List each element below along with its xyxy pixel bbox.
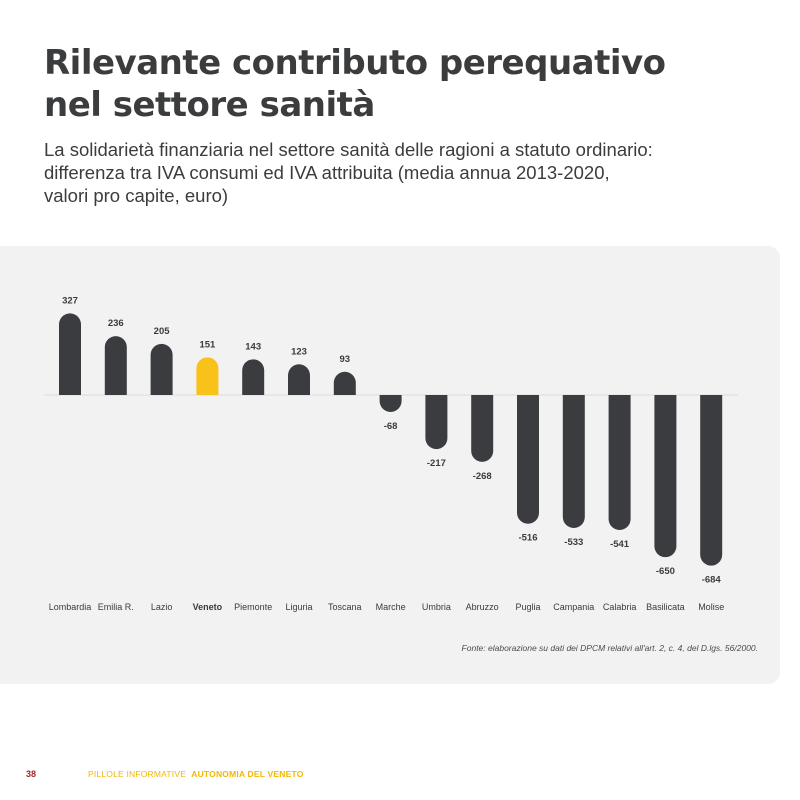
bar-lazio — [150, 343, 173, 395]
source-note: Fonte: elaborazione su dati dei DPCM rel… — [461, 643, 758, 653]
bar-toscana — [333, 371, 356, 395]
bar-umbria — [425, 395, 448, 450]
category-label: Lombardia — [49, 602, 92, 612]
bar-abruzzo — [471, 395, 494, 462]
value-label: -541 — [610, 539, 630, 550]
bar-piemonte — [242, 359, 265, 395]
value-label: -68 — [384, 421, 398, 432]
value-label: 205 — [154, 326, 171, 337]
bar-marche — [379, 395, 402, 412]
value-label: 143 — [245, 341, 261, 352]
value-label: -268 — [473, 471, 492, 482]
value-label: -533 — [564, 537, 583, 548]
bar-emilia-r — [104, 336, 127, 395]
value-label: -684 — [702, 575, 722, 586]
category-label: Emilia R. — [98, 602, 134, 612]
category-label: Piemonte — [234, 602, 272, 612]
value-label: 327 — [62, 295, 78, 306]
value-label: -650 — [656, 566, 675, 577]
page-number: 38 — [26, 769, 37, 779]
category-label: Calabria — [603, 602, 637, 612]
bar-puglia — [517, 395, 539, 524]
value-label: 93 — [340, 354, 351, 365]
category-label: Puglia — [515, 602, 540, 612]
category-label: Basilicata — [646, 602, 685, 612]
value-label: 151 — [199, 339, 216, 350]
bar-veneto — [196, 357, 219, 395]
value-label: 123 — [291, 346, 307, 357]
bar-liguria — [288, 364, 310, 395]
subtitle-line-2: differenza tra IVA consumi ed IVA attrib… — [44, 162, 610, 183]
page-title: Rilevante contributo perequativo nel set… — [44, 42, 744, 126]
bar-chart: 327 Lombardia 236 Emilia R. 205 Lazio 151 Venet… — [44, 295, 738, 612]
footer-series-title: AUTONOMIA DEL VENETO — [191, 769, 304, 779]
category-label: Toscana — [328, 602, 362, 612]
value-label: 236 — [108, 318, 124, 329]
category-label: Umbria — [422, 602, 451, 612]
bar-lombardia — [59, 313, 81, 395]
page-subtitle: La solidarietà finanziaria nel settore s… — [44, 138, 664, 207]
bar-basilicata — [654, 395, 677, 558]
title-line-2: nel settore sanità — [44, 85, 375, 125]
title-line-1: Rilevante contributo perequativo — [44, 43, 666, 83]
value-label: -516 — [518, 533, 537, 544]
category-label: Campania — [553, 602, 594, 612]
bar-campania — [562, 395, 585, 528]
bar-molise — [700, 395, 723, 566]
category-label: Veneto — [193, 602, 223, 612]
subtitle-line-3: valori pro capite, euro) — [44, 185, 229, 206]
subtitle-line-1: La solidarietà finanziaria nel settore s… — [44, 139, 653, 160]
bar-calabria — [608, 395, 631, 530]
category-label: Lazio — [151, 602, 173, 612]
category-label: Abruzzo — [466, 602, 499, 612]
value-label: -217 — [427, 458, 446, 469]
footer-series: PILLOLE INFORMATIVE AUTONOMIA DEL VENETO — [88, 769, 304, 779]
category-label: Molise — [698, 602, 724, 612]
footer-series-label: PILLOLE INFORMATIVE — [88, 769, 187, 779]
category-label: Marche — [376, 602, 406, 612]
chart-panel: 327 Lombardia 236 Emilia R. 205 Lazio 151 Venet… — [0, 246, 780, 684]
category-label: Liguria — [285, 602, 312, 612]
